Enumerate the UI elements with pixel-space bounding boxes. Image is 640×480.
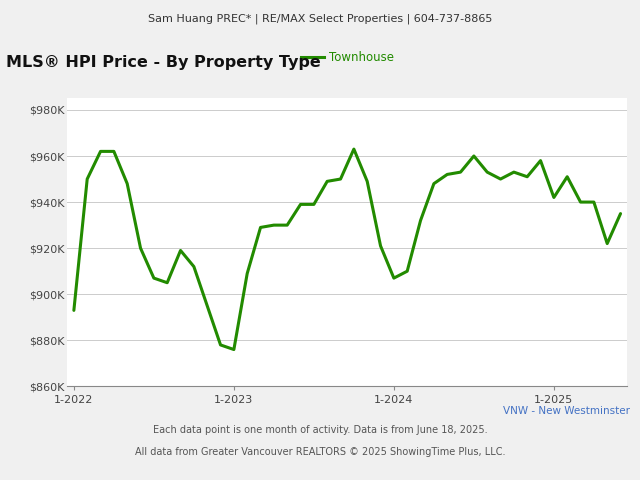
Text: VNW - New Westminster: VNW - New Westminster — [504, 406, 630, 416]
Text: Sam Huang PREC* | RE/MAX Select Properties | 604-737-8865: Sam Huang PREC* | RE/MAX Select Properti… — [148, 14, 492, 24]
Text: MLS® HPI Price - By Property Type: MLS® HPI Price - By Property Type — [6, 55, 321, 70]
Legend: Townhouse: Townhouse — [296, 47, 399, 69]
Text: Each data point is one month of activity. Data is from June 18, 2025.: Each data point is one month of activity… — [153, 425, 487, 435]
Text: All data from Greater Vancouver REALTORS © 2025 ShowingTime Plus, LLC.: All data from Greater Vancouver REALTORS… — [135, 447, 505, 457]
